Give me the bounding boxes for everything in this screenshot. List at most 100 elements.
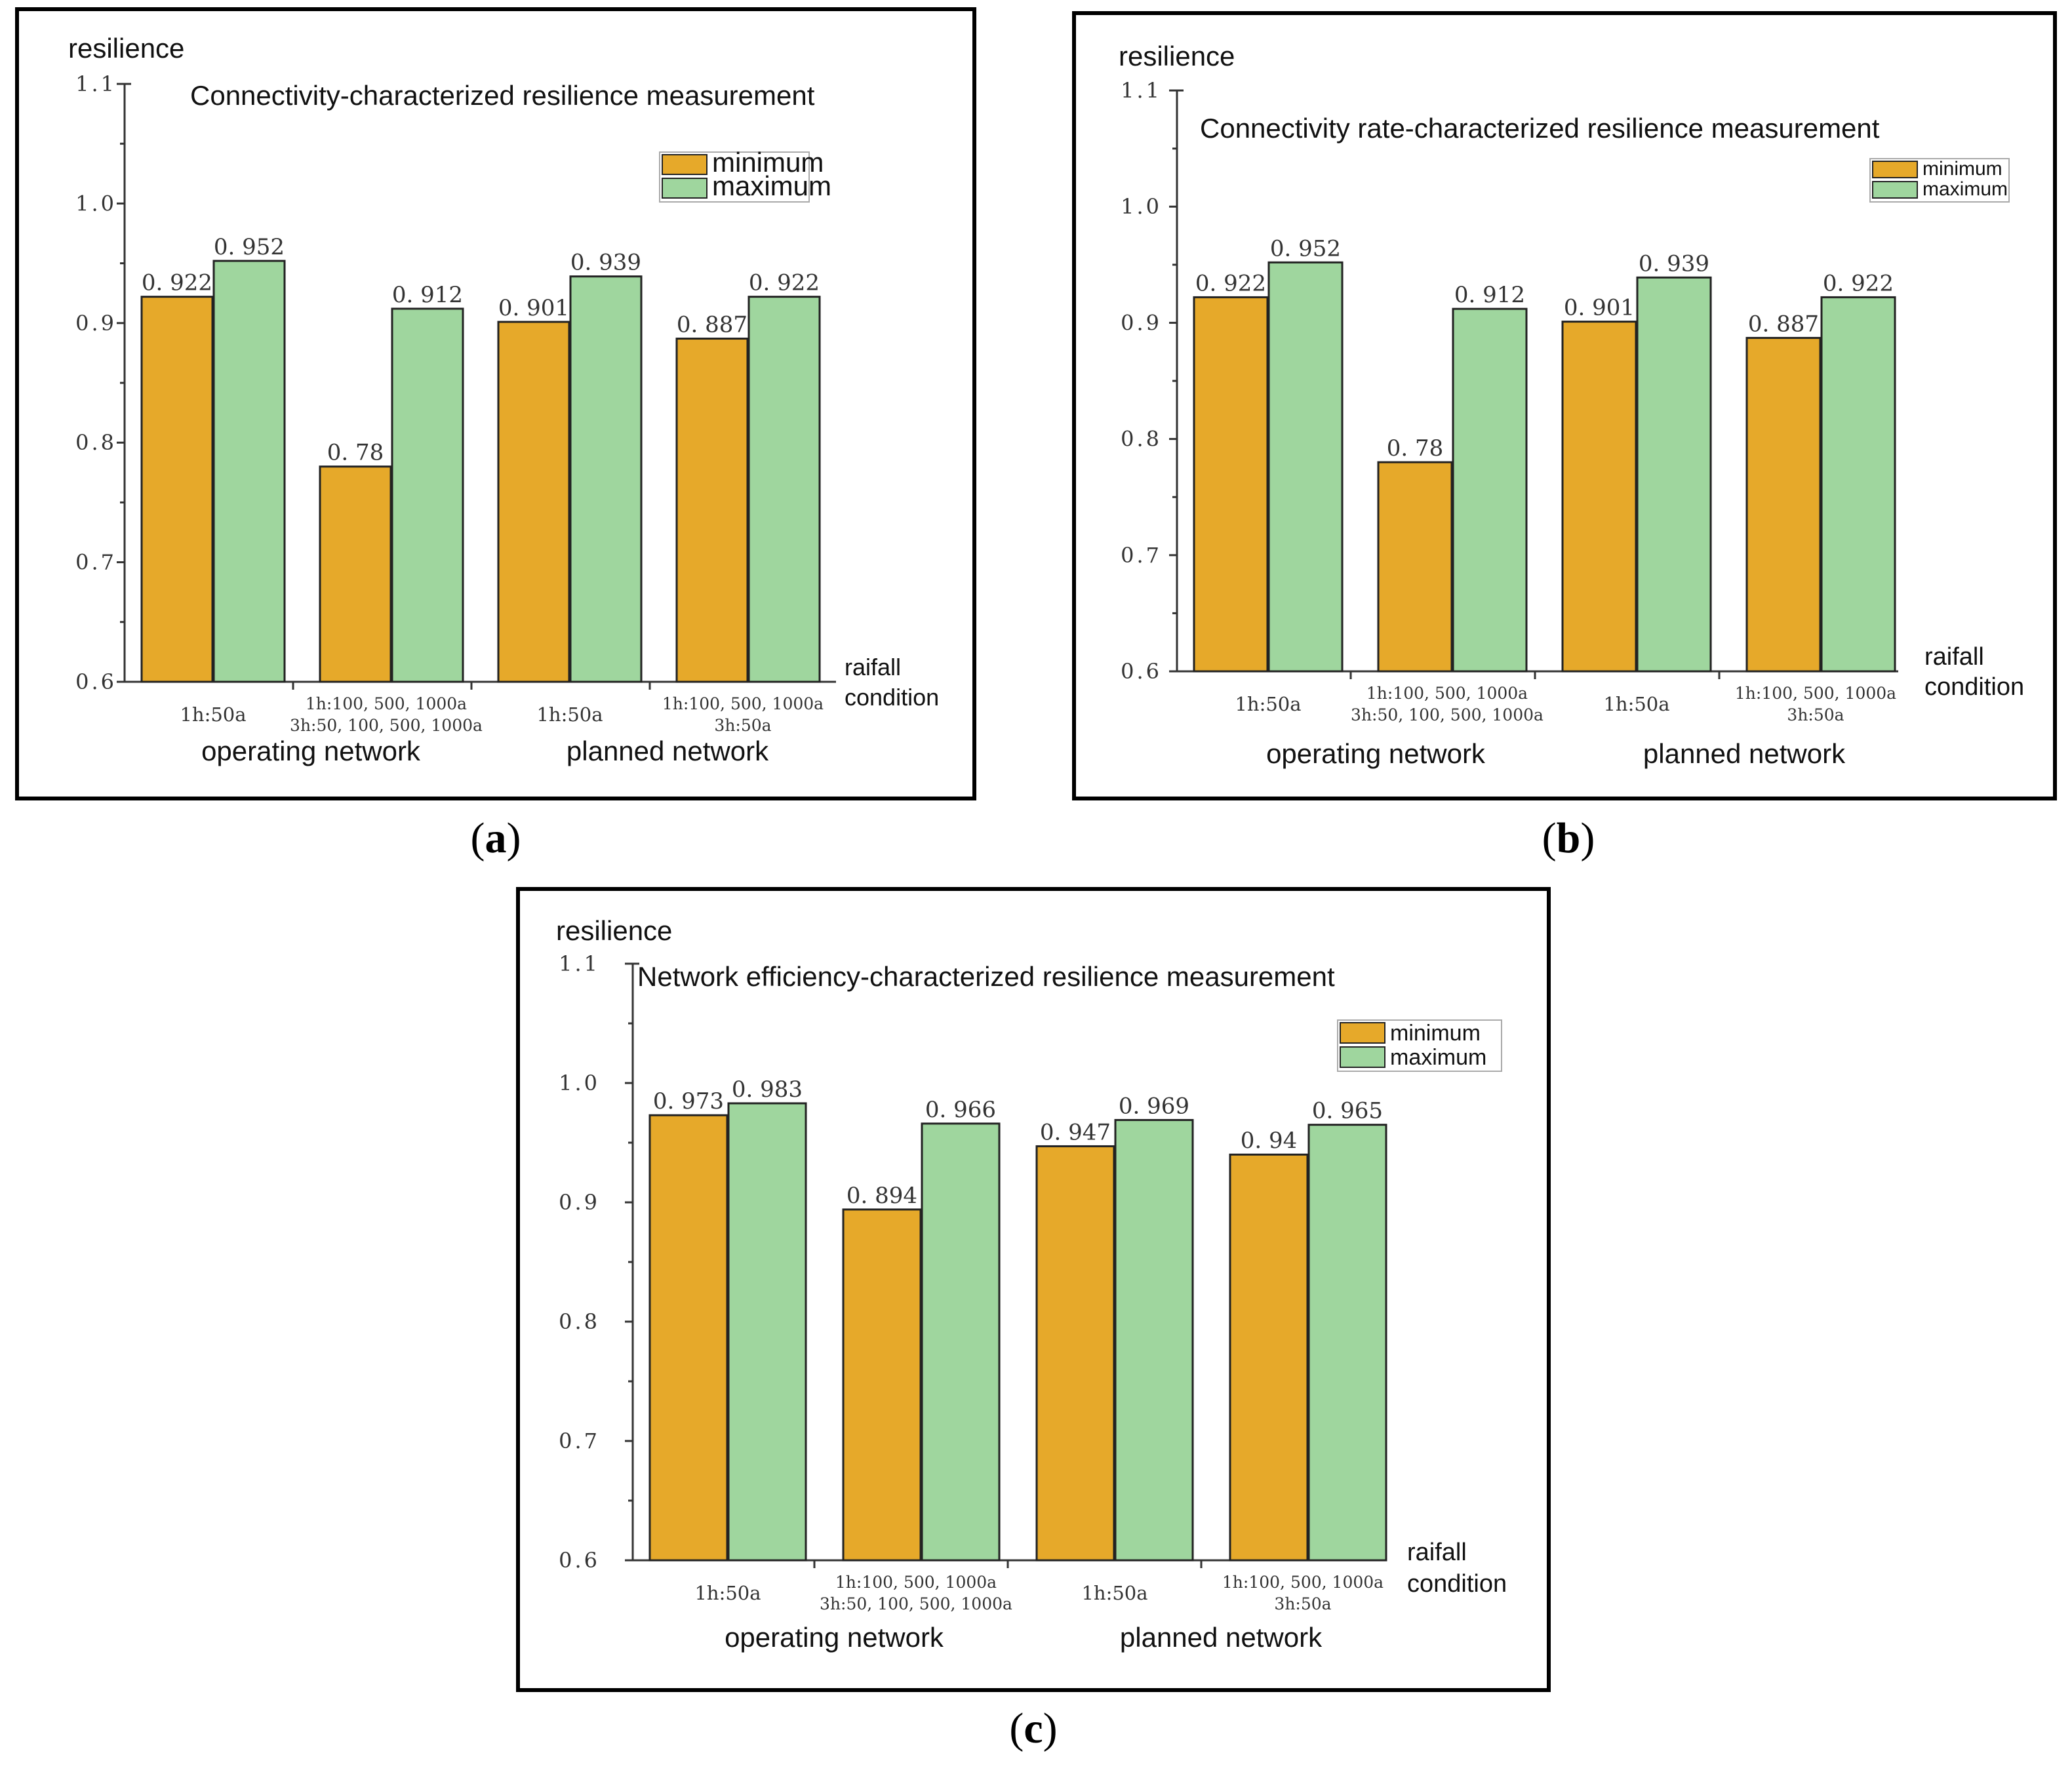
caption-paren: ) xyxy=(1043,1705,1058,1752)
bar-maximum xyxy=(1452,307,1528,673)
group-label: planned network xyxy=(1643,738,1846,769)
caption-paren: ) xyxy=(1580,814,1595,862)
panel-caption: (b) xyxy=(1542,814,1595,862)
y-tick-label: 1.0 xyxy=(559,1071,600,1095)
caption-paren: ) xyxy=(507,814,521,862)
bar-maximum xyxy=(727,1102,807,1562)
y-tick-label: 1.1 xyxy=(559,951,600,976)
y-tick-label: 0.8 xyxy=(75,430,117,455)
data-label-maximum: 0. 983 xyxy=(732,1076,803,1103)
y-tick-label: 1.0 xyxy=(75,191,117,216)
y-tick-label: 0.7 xyxy=(75,550,117,575)
x-category-label: 1h:100, 500, 1000a xyxy=(835,1573,997,1592)
x-axis-label-line1: raifall xyxy=(845,654,901,680)
data-label-maximum: 0. 969 xyxy=(1119,1093,1189,1119)
caption-letter: c xyxy=(1024,1705,1043,1752)
data-label-minimum: 0. 78 xyxy=(327,440,384,466)
caption-letter: a xyxy=(485,814,507,862)
bar-minimum xyxy=(648,1114,728,1562)
data-label-minimum: 0. 78 xyxy=(1387,435,1444,462)
legend-label-maximum: maximum xyxy=(1923,178,2008,200)
panel-frame xyxy=(516,887,1551,1692)
bar-minimum xyxy=(140,296,214,683)
x-category-label: 1h:100, 500, 1000a xyxy=(306,694,467,713)
data-label-maximum: 0. 922 xyxy=(749,270,820,296)
y-tick-label: 1.1 xyxy=(1121,78,1162,103)
y-tick-label: 0.6 xyxy=(1121,659,1162,684)
data-label-maximum: 0. 922 xyxy=(1823,270,1894,296)
bar-maximum xyxy=(1114,1118,1194,1562)
legend-label-minimum: minimum xyxy=(1923,158,2002,180)
bar-maximum xyxy=(212,260,286,683)
x-category-label: 3h:50a xyxy=(714,716,771,735)
data-label-maximum: 0. 965 xyxy=(1312,1098,1383,1124)
data-label-maximum: 0. 912 xyxy=(392,282,463,308)
bar-minimum xyxy=(675,338,749,683)
bar-maximum xyxy=(391,307,464,683)
chart-title: Network efficiency-characterized resilie… xyxy=(637,961,1335,992)
x-category-label: 1h:50a xyxy=(1081,1582,1147,1604)
data-label-minimum: 0. 887 xyxy=(677,312,747,338)
group-label: planned network xyxy=(1120,1622,1323,1653)
x-category-label: 3h:50, 100, 500, 1000a xyxy=(820,1594,1012,1613)
bar-minimum xyxy=(1745,336,1822,673)
bar-minimum xyxy=(319,465,392,683)
caption-paren: ( xyxy=(471,814,485,862)
group-label: operating network xyxy=(201,736,421,766)
bar-maximum xyxy=(1636,276,1712,673)
x-category-label: 3h:50, 100, 500, 1000a xyxy=(290,716,483,735)
x-category-label: 1h:100, 500, 1000a xyxy=(1366,684,1528,703)
group-label: operating network xyxy=(725,1622,944,1653)
legend-label-maximum: maximum xyxy=(1390,1045,1486,1070)
bar-minimum xyxy=(497,321,570,683)
x-axis-label-line1: raifall xyxy=(1407,1539,1467,1566)
bar-maximum xyxy=(747,296,821,683)
x-axis-label-line2: condition xyxy=(1407,1570,1507,1598)
chart-title: Connectivity rate-characterized resilien… xyxy=(1200,113,1880,144)
x-category-label: 3h:50a xyxy=(1787,705,1844,724)
bar-minimum xyxy=(1193,296,1269,673)
x-axis-label-line2: condition xyxy=(845,684,939,711)
y-tick-label: 1.1 xyxy=(75,71,117,96)
panel-frame xyxy=(1072,11,2057,800)
bar-maximum xyxy=(1307,1124,1387,1562)
data-label-minimum: 0. 901 xyxy=(498,295,569,321)
x-axis-label-line1: raifall xyxy=(1924,643,1984,671)
y-tick-label: 0.7 xyxy=(559,1429,600,1453)
legend-box xyxy=(659,151,810,203)
y-tick-label: 0.8 xyxy=(1121,427,1162,452)
x-category-label: 1h:50a xyxy=(180,703,246,726)
panel-caption: (a) xyxy=(471,814,521,862)
panel-caption: (c) xyxy=(1009,1705,1057,1752)
legend-swatch-maximum xyxy=(1340,1046,1385,1068)
x-axis-label-line2: condition xyxy=(1924,673,2024,701)
bar-minimum xyxy=(842,1208,922,1562)
data-label-minimum: 0. 94 xyxy=(1241,1128,1298,1154)
y-axis-label: resilience xyxy=(556,915,672,946)
chart-panel-a: Connectivity-characterized resilience me… xyxy=(15,7,976,862)
data-label-minimum: 0. 922 xyxy=(142,270,212,296)
y-tick-label: 0.6 xyxy=(75,669,117,694)
x-category-label: 1h:50a xyxy=(1603,693,1669,715)
x-category-label: 1h:50a xyxy=(1235,693,1301,715)
y-tick-label: 0.6 xyxy=(559,1548,600,1573)
y-tick-label: 0.7 xyxy=(1121,543,1162,568)
data-label-maximum: 0. 952 xyxy=(1270,235,1341,262)
data-label-minimum: 0. 922 xyxy=(1195,270,1266,296)
chart-title: Connectivity-characterized resilience me… xyxy=(190,80,815,111)
legend-swatch-maximum xyxy=(662,178,707,199)
bar-maximum xyxy=(1820,296,1896,673)
x-category-label: 3h:50a xyxy=(1274,1594,1331,1613)
data-label-maximum: 0. 939 xyxy=(1639,250,1709,277)
group-label: operating network xyxy=(1266,738,1486,769)
bar-minimum xyxy=(1035,1145,1115,1562)
chart-panel-b: Connectivity rate-characterized resilien… xyxy=(1072,11,2057,862)
bar-maximum xyxy=(921,1122,1001,1562)
y-axis-label: resilience xyxy=(1119,41,1235,71)
caption-paren: ( xyxy=(1542,814,1557,862)
y-axis-label: resilience xyxy=(68,33,184,64)
data-label-minimum: 0. 901 xyxy=(1564,295,1635,321)
x-category-label: 1h:50a xyxy=(536,703,603,726)
data-label-minimum: 0. 894 xyxy=(847,1183,917,1209)
